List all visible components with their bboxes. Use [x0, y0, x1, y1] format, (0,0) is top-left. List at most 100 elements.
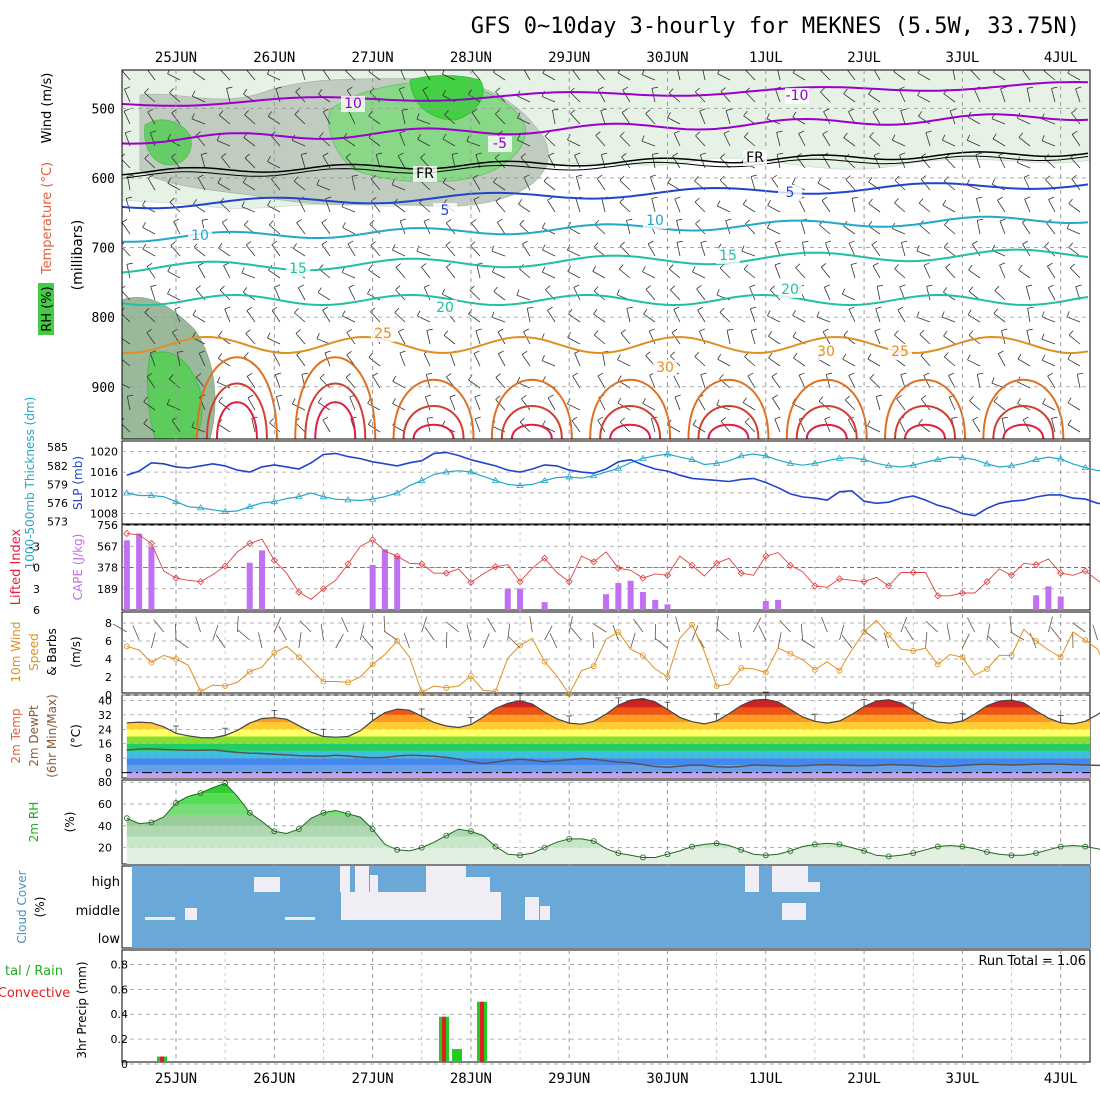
precip-total-bar: [452, 1049, 462, 1062]
date-label-top: 25JUN: [155, 50, 197, 66]
cape-bar: [615, 583, 622, 610]
surface-wind-barb: [570, 627, 582, 641]
wind-barb: [677, 70, 681, 81]
wind-barb: [394, 312, 406, 323]
wind-barb: [541, 360, 556, 367]
wind-barb-flag: [192, 199, 198, 205]
wind-barb-flag: [397, 152, 404, 157]
wind-barb-flag: [122, 285, 126, 289]
wind-speed-line-point: [615, 629, 622, 635]
wind-barb-flag: [943, 287, 948, 293]
wind-barb: [449, 352, 456, 367]
wind-barb: [218, 401, 231, 411]
wind-barb-flag: [745, 70, 746, 71]
cape-tick-label: 567: [97, 540, 118, 553]
wind-barb-flag: [167, 288, 171, 294]
wind-barb: [767, 315, 781, 323]
wind-barb: [1001, 418, 1006, 433]
wind-barb: [1069, 267, 1081, 279]
wind-barb-flag: [826, 372, 833, 375]
wind-barb-flag: [294, 109, 300, 115]
wind-barb-flag: [521, 350, 528, 355]
wind-barb: [125, 198, 131, 213]
wind-barb: [221, 156, 231, 169]
wind-barb: [749, 308, 756, 323]
wind-barb-flag: [318, 89, 323, 95]
wind-barb-flag: [1068, 198, 1073, 204]
wind-barb-flag: [945, 263, 951, 268]
wind-barb-flag: [242, 287, 248, 293]
wind-barb-flag: [416, 113, 420, 120]
wind-barb-flag: [498, 350, 504, 355]
wind-barb: [345, 377, 356, 389]
wind-barb-flag: [491, 245, 495, 252]
wind-barb-flag: [824, 416, 831, 420]
wind-speed-line-point: [738, 665, 745, 671]
surface-wind-barb: [175, 623, 177, 641]
wind-barb-flag: [720, 87, 726, 92]
wind-barb-flag: [321, 218, 327, 224]
slp-line: [126, 451, 1100, 517]
wind-barb: [471, 112, 481, 125]
wind-barb-flag: [841, 288, 846, 295]
wind-barb-flag: [899, 152, 906, 156]
wind-barb: [197, 265, 206, 279]
cape-tick-label: 378: [97, 562, 118, 575]
wind-barb-flag: [676, 240, 683, 243]
wind-barb: [474, 418, 481, 433]
wind-barb: [649, 176, 656, 191]
wind-barb: [247, 397, 256, 411]
wind-barb-flag: [918, 198, 924, 204]
wind-barb: [522, 244, 531, 257]
date-label-top: 29JUN: [548, 50, 590, 66]
isotherm-bump: [697, 405, 760, 439]
wind-speed-line-point: [640, 652, 646, 659]
wind-barb: [1047, 287, 1056, 301]
wind-barb-flag: [195, 285, 201, 290]
wind-barb-flag: [166, 398, 171, 405]
wind-barb: [122, 383, 131, 389]
wind-speed-line-point: [492, 688, 499, 695]
li-line-point: [197, 578, 205, 586]
wind-barb-flag: [670, 285, 676, 291]
wind-barb: [920, 355, 931, 367]
wind-barb: [744, 136, 756, 147]
wind-barb: [493, 71, 506, 81]
wind-barb: [348, 111, 356, 125]
wind-barb-flag: [1068, 330, 1074, 336]
wind-barb-flag: [617, 397, 622, 404]
cape-bar: [762, 601, 769, 610]
wind-barb: [848, 309, 856, 323]
wind-barb-flag: [620, 329, 627, 334]
wind-barb-flag: [471, 219, 477, 224]
isotherm-bump: [402, 405, 465, 439]
wind-barb-flag: [694, 176, 699, 182]
date-label-bottom: 25JUN: [155, 1071, 197, 1087]
cloud-level-label: low: [98, 932, 121, 947]
wind-barb-flag: [321, 240, 328, 245]
wind-barb: [542, 271, 556, 279]
wind-barb-flag: [218, 396, 223, 402]
wind-barb: [897, 309, 906, 323]
wind-speed-line-point: [123, 643, 130, 650]
wind-barb-flag: [821, 196, 828, 201]
wind-barb: [495, 201, 506, 213]
wind-barb-flag: [518, 199, 523, 205]
pressure-tick-label: 700: [92, 242, 115, 257]
surface-wind-barb: [112, 623, 128, 633]
wind-barb-flag: [126, 262, 133, 265]
wind-barb-flag: [873, 152, 880, 156]
wind-barb-flag: [894, 264, 899, 270]
rh-line-point: [1082, 843, 1089, 850]
wind-barb-flag: [993, 396, 999, 402]
wind-barb: [193, 71, 206, 81]
wind-barb-flag: [223, 262, 230, 266]
wind-barb: [844, 158, 856, 169]
wind-barb-flag: [994, 285, 1000, 291]
wind-barb-flag: [891, 134, 896, 141]
wind-barb: [245, 333, 256, 345]
date-label-top: 3JUL: [946, 50, 980, 66]
wind-barb-flag: [775, 240, 782, 244]
contour-label: 30: [656, 360, 674, 376]
wind-barb-flag: [997, 196, 1003, 201]
